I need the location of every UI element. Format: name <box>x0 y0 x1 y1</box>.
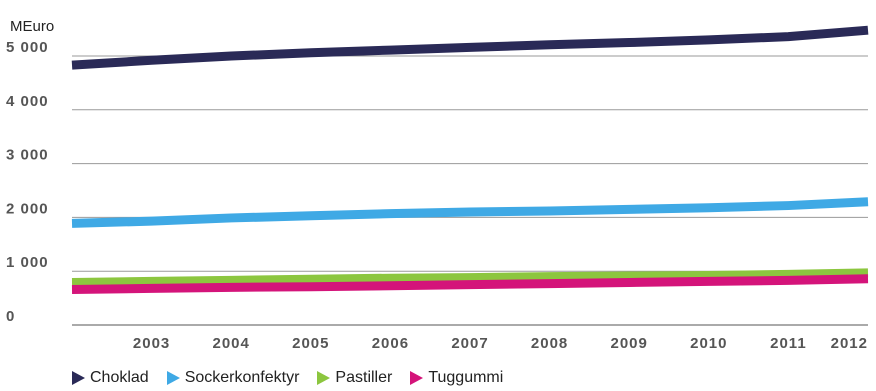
y-axis-tick-labels: 0 1 000 2 000 3 000 4 000 5 000 <box>6 39 49 325</box>
x-tick-label: 2011 <box>770 335 807 352</box>
x-axis-tick-labels: 2003 2004 2005 2006 2007 2008 2009 2010 2011 2012 <box>133 335 868 352</box>
x-tick-label: 2007 <box>451 335 488 352</box>
series-lines <box>71 25 869 294</box>
legend-label: Pastiller <box>335 369 393 386</box>
legend-item: Sockerkonfektyr <box>166 369 300 387</box>
series-line-sockerkonfektyr <box>71 197 869 228</box>
legend-label: Sockerkonfektyr <box>184 369 300 386</box>
x-tick-label: 2005 <box>292 335 329 352</box>
series-line-choklad <box>71 25 869 70</box>
legend-marker-icon <box>317 371 331 385</box>
x-tick-label: 2006 <box>372 335 409 352</box>
legend-item: Choklad <box>72 369 149 387</box>
series-line-tuggummi <box>71 274 869 294</box>
legend-item: Pastiller <box>317 369 392 387</box>
x-tick-label: 2008 <box>531 335 568 352</box>
y-tick-label: 0 <box>6 308 15 325</box>
legend-item: Tuggummi <box>410 369 503 387</box>
legend-label: Tuggummi <box>428 369 504 386</box>
x-tick-label: 2003 <box>133 335 170 352</box>
y-axis-unit-label: MEuro <box>10 18 54 35</box>
x-tick-label: 2004 <box>213 335 250 352</box>
x-tick-label: 2012 <box>831 335 868 352</box>
legend-label: Choklad <box>90 369 149 386</box>
legend-marker-icon <box>166 371 180 385</box>
y-tick-label: 4 000 <box>6 93 49 110</box>
y-tick-label: 2 000 <box>6 200 49 217</box>
x-tick-label: 2010 <box>690 335 727 352</box>
x-tick-label: 2009 <box>611 335 648 352</box>
legend-marker-icon <box>72 371 85 385</box>
series-line-pastiller <box>71 268 869 287</box>
y-tick-label: 1 000 <box>6 254 49 271</box>
legend: Choklad Sockerkonfektyr Pastiller Tuggummi <box>72 369 503 387</box>
y-tick-label: 5 000 <box>6 39 49 56</box>
y-tick-label: 3 000 <box>6 147 49 164</box>
legend-marker-icon <box>410 371 424 385</box>
